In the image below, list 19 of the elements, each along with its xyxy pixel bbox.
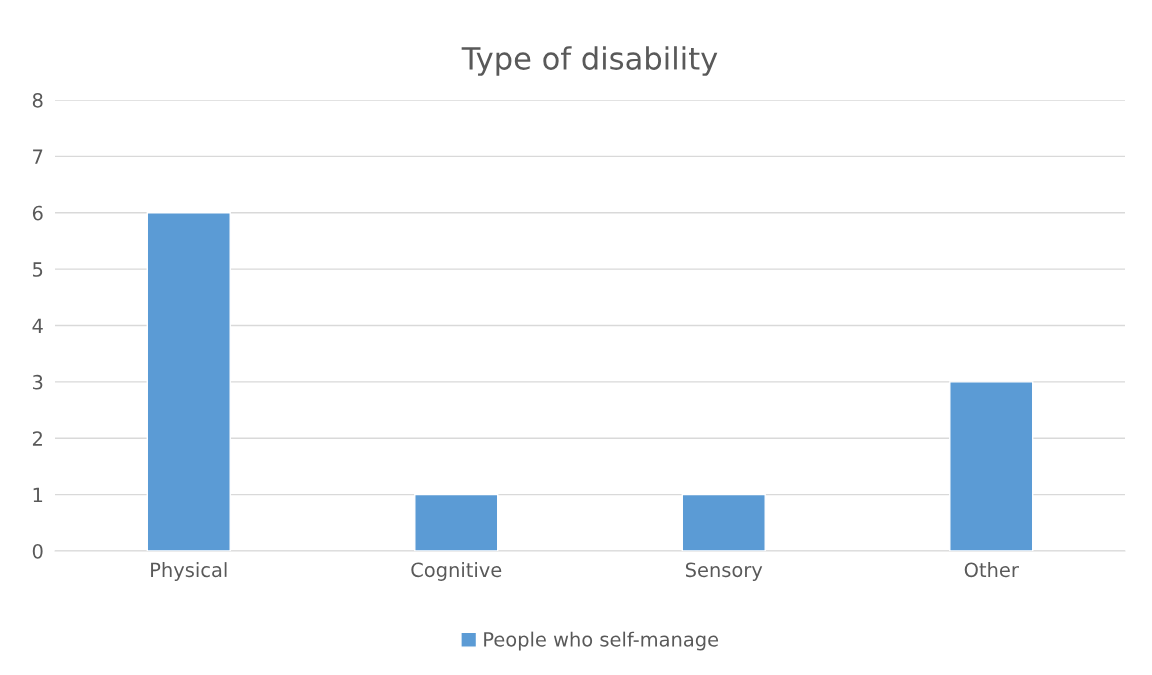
y-tick-label: 1 (33, 487, 43, 503)
y-tick-label: 3 (33, 374, 43, 390)
bar (146, 212, 231, 551)
x-tick-label: Sensory (685, 562, 763, 581)
y-tick-label: 5 (33, 262, 43, 277)
x-tick-label: Cognitive (411, 562, 502, 581)
bar (949, 381, 1034, 551)
x-tick-label: Physical (151, 562, 227, 581)
bar (414, 493, 499, 551)
chart-title: Type of disability (461, 46, 718, 76)
y-tick-label: 0 (32, 543, 43, 559)
y-tick-label: 4 (32, 318, 43, 333)
x-tick-label: Other (964, 562, 1019, 578)
bar (681, 493, 766, 551)
legend-label: People who self-manage (484, 631, 719, 651)
y-tick-label: 7 (33, 149, 43, 164)
y-tick-label: 6 (32, 205, 43, 221)
y-tick-label: 8 (32, 92, 43, 108)
y-tick-label: 2 (32, 431, 42, 446)
